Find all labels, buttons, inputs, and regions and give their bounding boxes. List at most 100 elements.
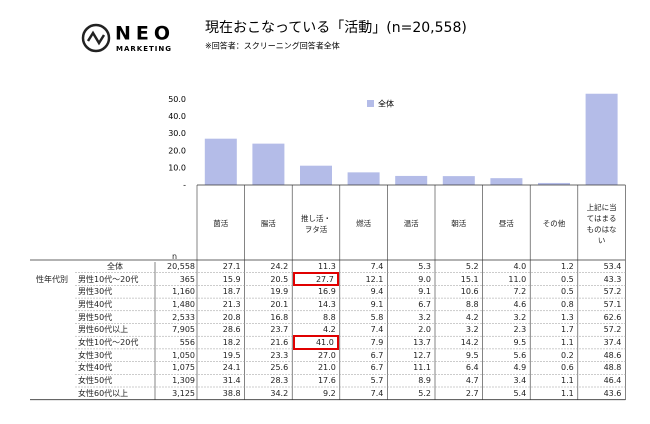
cell-value: 3.2 xyxy=(465,325,479,335)
row-label: 女性50代 xyxy=(78,376,113,386)
cell-value: 2.0 xyxy=(418,325,431,335)
cell-value: 1.7 xyxy=(561,325,574,335)
cell-value: 24.1 xyxy=(222,363,241,373)
cell-value: 21.6 xyxy=(270,338,289,348)
cell-value: 7.9 xyxy=(370,338,384,348)
cell-value: 62.6 xyxy=(603,312,622,322)
row-label: 女性60代以上 xyxy=(78,388,129,398)
cell-value: 27.0 xyxy=(317,350,336,360)
y-tick-label: 50.0 xyxy=(168,95,186,104)
row-label: 全体 xyxy=(107,261,123,271)
cell-value: 6.7 xyxy=(370,350,384,360)
cell-value: 8.9 xyxy=(418,376,431,386)
column-header: 上記に当てはまるものはない xyxy=(586,202,617,245)
cell-value: 11.3 xyxy=(317,261,336,271)
cell-value: 8.8 xyxy=(323,312,336,322)
cell-value: 12.7 xyxy=(413,350,431,360)
subtitle: ※回答者：スクリーニング回答者全体 xyxy=(205,41,340,51)
cell-value: 1.1 xyxy=(561,338,574,348)
n-value: 1,309 xyxy=(172,376,195,386)
cell-value: 53.4 xyxy=(603,261,622,271)
cell-value: 12.1 xyxy=(365,274,384,284)
column-header: 推し活・ヲタ活 xyxy=(300,213,331,234)
cell-value: 4.6 xyxy=(513,299,527,309)
cell-value: 21.3 xyxy=(222,299,241,309)
cell-value: 17.6 xyxy=(317,376,336,386)
row-label: 男性50代 xyxy=(78,312,113,322)
group-label: 性年代別 xyxy=(36,274,68,284)
cell-value: 18.7 xyxy=(222,287,241,297)
cell-value: 4.0 xyxy=(513,261,527,271)
cell-value: 20.8 xyxy=(222,312,241,322)
cell-value: 5.8 xyxy=(370,312,384,322)
cell-value: 23.7 xyxy=(270,325,289,335)
cell-value: 41.0 xyxy=(293,335,339,350)
bar xyxy=(204,138,237,185)
cell-value: 7.4 xyxy=(370,388,384,398)
cell-value: 0.5 xyxy=(561,287,574,297)
cell-value: 28.6 xyxy=(222,325,241,335)
y-tick-label: 10.0 xyxy=(168,163,186,172)
cell-value: 5.4 xyxy=(513,388,527,398)
logo-text: NEO xyxy=(115,23,175,45)
cell-value: 20.5 xyxy=(270,274,289,284)
cell-value: 57.2 xyxy=(603,325,622,335)
legend-label: 全体 xyxy=(378,99,394,109)
column-header: 燃活 xyxy=(356,219,372,228)
cell-value: 43.3 xyxy=(603,274,622,284)
cell-value: 9.5 xyxy=(513,338,527,348)
cell-value: 9.0 xyxy=(418,274,431,284)
logo-wave xyxy=(86,30,106,46)
cell-value: 27.1 xyxy=(222,261,241,271)
cell-value: 4.2 xyxy=(323,325,336,335)
cell-value: 11.1 xyxy=(413,363,431,373)
cell-value: 57.2 xyxy=(603,287,622,297)
cell-value: 25.6 xyxy=(270,363,289,373)
cell-value: 27.7 xyxy=(293,271,339,287)
n-value: 1,050 xyxy=(172,350,195,360)
bar xyxy=(300,165,332,185)
cell-value: 9.2 xyxy=(323,388,336,398)
cell-value: 18.2 xyxy=(222,338,241,348)
cell-value: 28.3 xyxy=(270,376,289,386)
cell-value: 3.2 xyxy=(418,312,431,322)
cell-value: 38.8 xyxy=(222,388,241,398)
cell-value: 14.2 xyxy=(460,338,479,348)
cell-value: 2.7 xyxy=(465,388,479,398)
n-value: 1,160 xyxy=(172,287,195,297)
bar xyxy=(347,172,380,185)
title: 現在おこなっている「活動」(n=20,558) xyxy=(205,20,467,36)
cell-value: 10.6 xyxy=(460,287,479,297)
cell-value: 5.6 xyxy=(513,350,527,360)
cell-value: 8.8 xyxy=(465,299,479,309)
cell-value: 7.4 xyxy=(370,261,384,271)
cell-value: 5.3 xyxy=(418,261,431,271)
cell-value: 23.3 xyxy=(270,350,289,360)
cell-value: 4.2 xyxy=(465,312,479,322)
cell-value: 5.2 xyxy=(418,388,431,398)
cell-value: 1.2 xyxy=(561,261,574,271)
cell-value: 9.4 xyxy=(370,287,384,297)
row-label: 男性40代 xyxy=(78,299,113,309)
bar xyxy=(585,93,618,185)
bar xyxy=(252,143,285,185)
cell-value: 19.5 xyxy=(222,350,241,360)
n-value: 20,558 xyxy=(167,261,195,271)
cell-value: 1.3 xyxy=(561,312,574,322)
column-header: 昼活 xyxy=(498,219,514,228)
row-label: 男性30代 xyxy=(78,287,113,297)
bar xyxy=(395,175,428,185)
cell-value: 6.4 xyxy=(465,363,479,373)
cell-value: 2.3 xyxy=(513,325,527,335)
cell-value: 37.4 xyxy=(603,338,622,348)
y-tick-label: - xyxy=(183,181,186,190)
cell-value: 13.7 xyxy=(413,338,431,348)
n-value: 3,125 xyxy=(172,388,195,398)
n-value: 7,905 xyxy=(172,325,195,335)
cell-value: 0.2 xyxy=(561,350,574,360)
bar xyxy=(442,176,475,185)
cell-value: 6.7 xyxy=(418,299,431,309)
cell-value: 5.2 xyxy=(465,261,479,271)
